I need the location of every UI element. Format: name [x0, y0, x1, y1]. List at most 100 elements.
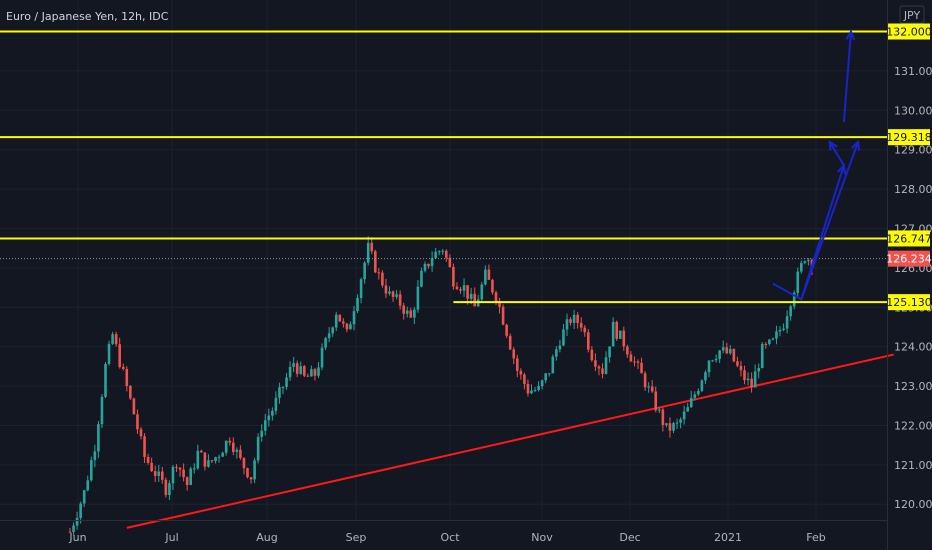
candle-body — [214, 457, 217, 461]
candle-body — [689, 397, 693, 408]
candle-body — [459, 289, 462, 291]
level-badge — [888, 23, 930, 40]
candle-body — [764, 343, 768, 345]
candle-body — [303, 366, 306, 376]
candle-body — [93, 451, 97, 461]
candle-body — [349, 324, 352, 330]
candle-body — [317, 367, 320, 376]
candle-body — [721, 347, 725, 351]
x-tick-label: Dec — [619, 531, 640, 544]
candle-body — [629, 354, 633, 362]
candle-body — [746, 378, 750, 381]
candle-body — [125, 368, 129, 386]
candle-body — [704, 372, 707, 381]
candle-body — [445, 250, 448, 258]
candle-body — [143, 436, 146, 458]
candle-body — [544, 373, 547, 381]
candle-body — [760, 343, 764, 368]
candle-body — [487, 269, 491, 280]
candle-body — [508, 335, 512, 350]
arrows-layer — [772, 29, 861, 301]
candle-body — [310, 369, 313, 377]
candle-body — [292, 363, 295, 367]
time-axis[interactable]: Jun Jul Aug Sep Oct Nov Dec 2021 Feb — [68, 531, 825, 544]
x-tick-label: Jul — [164, 531, 178, 544]
candle-body — [352, 311, 356, 325]
candle-body — [306, 375, 310, 377]
candle-body — [778, 329, 782, 332]
candle-body — [622, 330, 626, 347]
candle-body — [185, 477, 189, 485]
candle-body — [736, 361, 739, 366]
candle-body — [658, 409, 661, 411]
candle-body — [366, 242, 370, 263]
candle-body — [775, 331, 778, 339]
candle-body — [484, 269, 487, 285]
candle-body — [633, 361, 636, 363]
candle-body — [235, 449, 239, 452]
level-badge-label: 132.000 — [886, 26, 932, 39]
candle-body — [711, 360, 714, 362]
candle-body — [182, 469, 185, 478]
candle-body — [239, 449, 242, 458]
candle-body — [572, 314, 576, 323]
candle-body — [618, 330, 622, 339]
candle-body — [402, 305, 405, 314]
candle-body — [256, 436, 260, 461]
candle-body — [750, 378, 753, 388]
candle-body — [519, 370, 523, 375]
candle-body — [253, 460, 256, 480]
candle-body — [679, 419, 682, 423]
candle-body — [207, 460, 210, 467]
candle-body — [100, 396, 104, 425]
currency-label: JPY — [903, 9, 921, 22]
currency-button[interactable]: JPY — [899, 5, 925, 24]
candle-body — [434, 251, 437, 259]
candle-body — [800, 262, 803, 272]
current-price-badge — [888, 250, 930, 267]
x-tick-label: 2021 — [714, 531, 742, 544]
candle-body — [469, 293, 473, 299]
level-badge — [888, 129, 930, 146]
candle-body — [547, 373, 551, 375]
candle-body — [771, 338, 775, 340]
candle-body — [334, 314, 338, 328]
candle-body — [363, 262, 366, 280]
candle-body — [72, 525, 75, 532]
candle-body — [597, 366, 601, 369]
candle-body — [409, 310, 413, 318]
candle-body — [423, 263, 427, 271]
candle-body — [381, 272, 384, 286]
candle-body — [729, 348, 732, 354]
candle-body — [157, 471, 161, 476]
candle-body — [203, 452, 207, 467]
candle-body — [448, 257, 452, 267]
grid — [0, 0, 887, 520]
candle-body — [79, 503, 82, 518]
candle-body — [171, 466, 175, 484]
candle-body — [267, 415, 271, 421]
candle-body — [430, 258, 434, 267]
candle-body — [224, 440, 228, 453]
candle-body — [636, 361, 640, 363]
candle-body — [420, 270, 423, 287]
symbol-title: Euro / Japanese Yen, 12h, IDC — [6, 10, 169, 23]
candle-body — [345, 323, 349, 330]
candle-body — [501, 306, 505, 325]
candle-body — [697, 390, 700, 395]
candle-body — [526, 383, 530, 394]
y-tick-label: 124.000 — [894, 341, 932, 354]
x-tick-label: Aug — [256, 531, 277, 544]
candle-body — [466, 285, 469, 299]
candle-body — [640, 362, 643, 374]
candle-body — [807, 260, 810, 262]
candle-body — [565, 319, 569, 330]
projection-arrowhead — [850, 139, 861, 151]
candle-body — [462, 285, 466, 291]
candle-body — [569, 319, 572, 323]
candle-body — [505, 324, 508, 336]
candle-body — [114, 334, 118, 345]
candle-body — [650, 386, 654, 392]
